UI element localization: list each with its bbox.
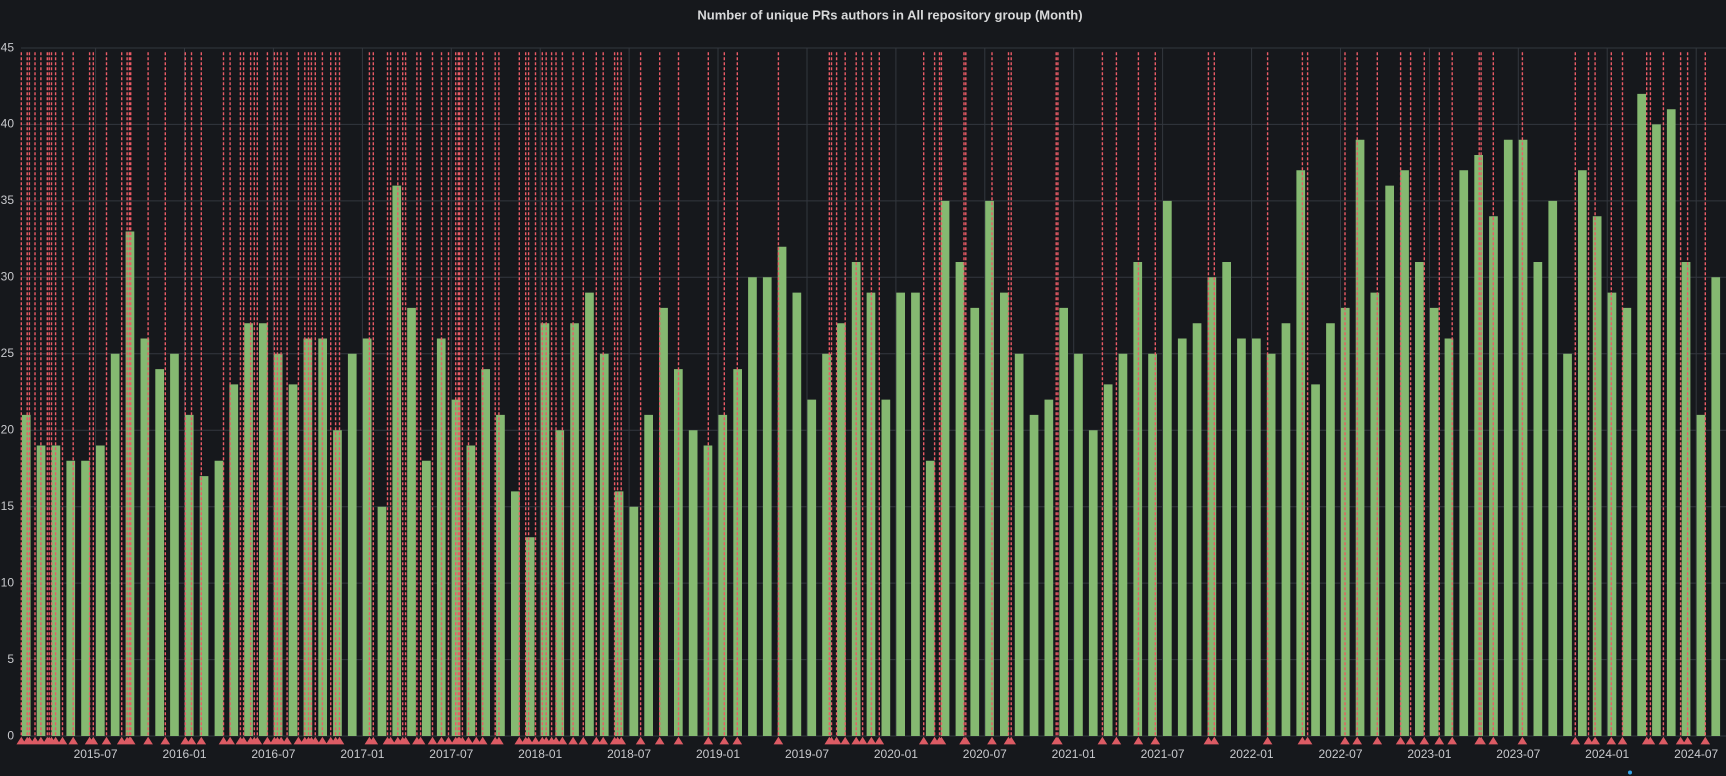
svg-text:2022-01: 2022-01 xyxy=(1230,747,1274,761)
svg-text:20: 20 xyxy=(1,423,15,437)
svg-text:40: 40 xyxy=(1,117,15,131)
svg-text:5: 5 xyxy=(7,652,14,666)
svg-text:15: 15 xyxy=(1,499,15,513)
svg-text:2016-01: 2016-01 xyxy=(162,747,206,761)
svg-text:10: 10 xyxy=(1,575,15,589)
svg-text:2018-01: 2018-01 xyxy=(518,747,562,761)
svg-text:2022-07: 2022-07 xyxy=(1318,747,1362,761)
svg-text:2024-07: 2024-07 xyxy=(1674,747,1718,761)
svg-text:25: 25 xyxy=(1,346,15,360)
svg-text:2020-07: 2020-07 xyxy=(963,747,1007,761)
svg-text:2024-01: 2024-01 xyxy=(1585,747,1629,761)
svg-text:Number of unique PRs authors i: Number of unique PRs authors in All repo… xyxy=(697,8,1082,23)
svg-text:2015-07: 2015-07 xyxy=(74,747,118,761)
svg-text:2019-01: 2019-01 xyxy=(696,747,740,761)
svg-text:2018-07: 2018-07 xyxy=(607,747,651,761)
svg-text:2016-07: 2016-07 xyxy=(251,747,295,761)
svg-text:2017-01: 2017-01 xyxy=(340,747,384,761)
svg-text:35: 35 xyxy=(1,193,15,207)
svg-text:30: 30 xyxy=(1,270,15,284)
svg-text:2017-07: 2017-07 xyxy=(429,747,473,761)
svg-text:2021-01: 2021-01 xyxy=(1052,747,1096,761)
svg-text:2023-07: 2023-07 xyxy=(1496,747,1540,761)
svg-text:2020-01: 2020-01 xyxy=(874,747,918,761)
svg-text:2021-07: 2021-07 xyxy=(1141,747,1185,761)
svg-text:0: 0 xyxy=(7,728,14,742)
svg-text:2023-01: 2023-01 xyxy=(1407,747,1451,761)
svg-text:2019-07: 2019-07 xyxy=(785,747,829,761)
svg-text:45: 45 xyxy=(1,40,15,54)
